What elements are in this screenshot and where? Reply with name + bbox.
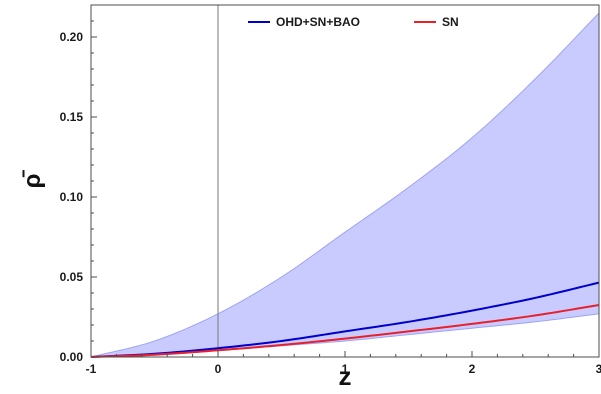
x-tick-label: 3 [596,362,601,376]
y-axis-title: ρ̄ [19,170,46,189]
legend-label: SN [442,15,459,29]
y-tick-label: 0.20 [60,30,84,44]
x-tick-label: 2 [469,362,476,376]
series-line-sn [90,304,600,358]
x-axis-title: z [339,361,352,389]
legend-label: OHD+SN+BAO [276,15,360,29]
x-tick-label: -1 [86,362,97,376]
x-tick-label: 1 [342,362,349,376]
y-tick-label: 0.00 [60,350,84,364]
x-tick-label: 0 [215,362,222,376]
confidence-band-upper-edge [90,12,600,358]
y-tick-label: 0.10 [60,190,84,204]
y-tick-label: 0.15 [60,110,84,124]
confidence-band [91,13,599,357]
y-tick-label: 0.05 [60,270,84,284]
series-line-ohd-sn-bao [90,281,600,358]
